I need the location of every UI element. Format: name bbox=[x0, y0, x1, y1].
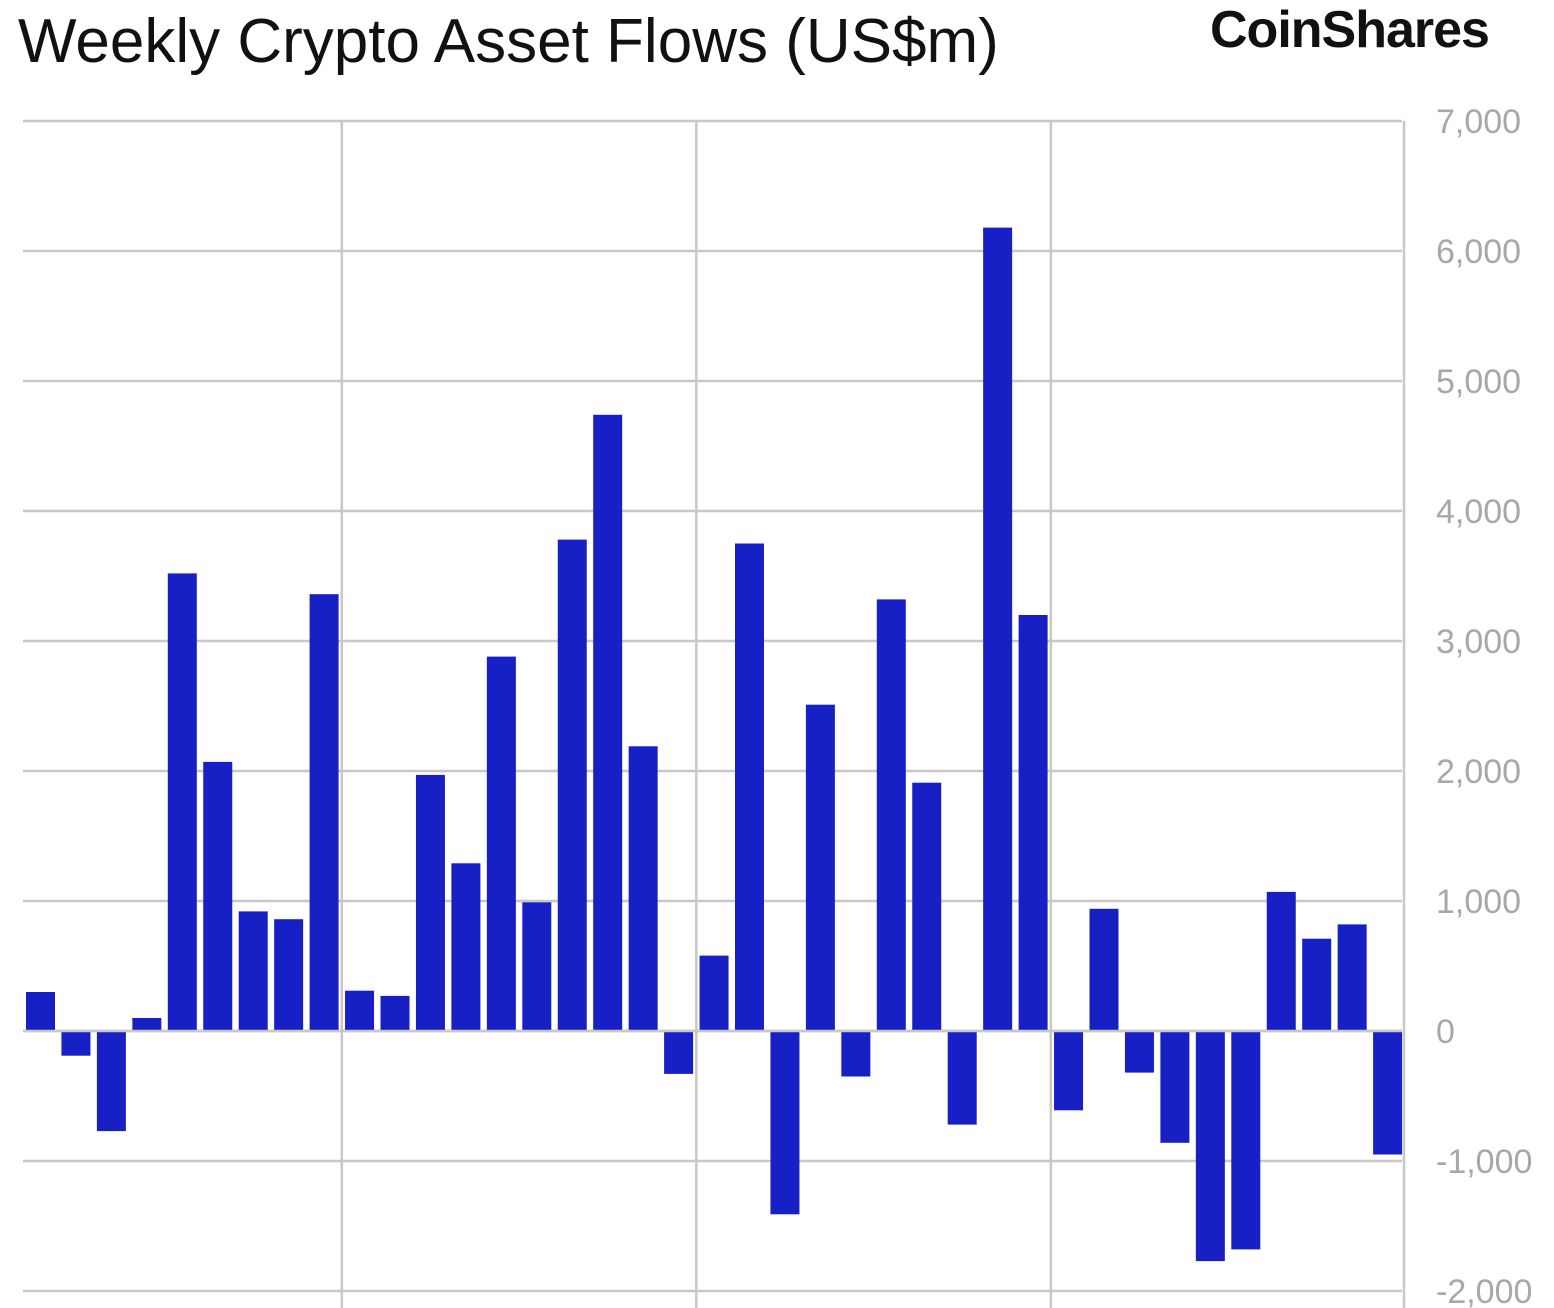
bar-31 bbox=[1089, 908, 1119, 1031]
y-tick-label: 7,000 bbox=[1436, 103, 1521, 141]
bar-15 bbox=[522, 902, 552, 1031]
bar-8 bbox=[274, 919, 304, 1031]
bar-1 bbox=[26, 992, 55, 1031]
y-tick-label: 2,000 bbox=[1436, 753, 1521, 791]
bar-7 bbox=[238, 911, 268, 1031]
bar-27 bbox=[947, 1031, 977, 1125]
bar-19 bbox=[664, 1031, 694, 1074]
y-tick-labels: 7,000 6,000 5,000 4,000 3,000 2,000 1,000 0 -1,0… bbox=[1436, 103, 1532, 1308]
bar-17 bbox=[593, 414, 623, 1031]
chart-title: Weekly Crypto Asset Flows (US$m) bbox=[18, 7, 999, 76]
grid-lines bbox=[23, 119, 1402, 1308]
bar-2 bbox=[61, 1031, 91, 1056]
bar-26 bbox=[912, 782, 942, 1031]
y-tick-label: -1,000 bbox=[1436, 1143, 1532, 1181]
bar-30 bbox=[1054, 1031, 1084, 1111]
bar-12 bbox=[415, 774, 445, 1031]
bar-38 bbox=[1337, 924, 1367, 1031]
bar-18 bbox=[628, 746, 658, 1031]
bar-25 bbox=[876, 599, 906, 1031]
bar-22 bbox=[770, 1031, 800, 1215]
bar-4 bbox=[132, 1018, 162, 1031]
bars bbox=[26, 227, 1403, 1262]
brand-logo: CoinShares bbox=[1210, 1, 1490, 59]
bar-29 bbox=[1018, 615, 1048, 1031]
bar-21 bbox=[735, 543, 764, 1031]
bar-23 bbox=[805, 704, 835, 1031]
bar-14 bbox=[486, 656, 516, 1031]
bar-36 bbox=[1266, 891, 1296, 1031]
bar-3 bbox=[96, 1031, 126, 1132]
y-tick-label: 3,000 bbox=[1436, 623, 1521, 661]
bar-11 bbox=[380, 995, 410, 1031]
bar-32 bbox=[1124, 1031, 1154, 1073]
bar-34 bbox=[1195, 1031, 1225, 1262]
y-tick-label: 1,000 bbox=[1436, 883, 1521, 921]
bar-10 bbox=[345, 990, 375, 1031]
y-tick-label: 5,000 bbox=[1436, 363, 1521, 401]
bar-6 bbox=[203, 761, 233, 1031]
bar-5 bbox=[167, 573, 197, 1031]
bar-9 bbox=[309, 594, 339, 1031]
y-tick-label: 0 bbox=[1436, 1013, 1455, 1051]
bar-33 bbox=[1160, 1031, 1190, 1143]
bar-20 bbox=[699, 955, 729, 1031]
bar-37 bbox=[1302, 938, 1332, 1031]
y-tick-label: -2,000 bbox=[1436, 1273, 1532, 1308]
bar-16 bbox=[557, 539, 587, 1031]
bar-13 bbox=[451, 863, 481, 1031]
axes bbox=[23, 121, 1406, 1308]
y-tick-label: 4,000 bbox=[1436, 493, 1521, 531]
bar-35 bbox=[1231, 1031, 1261, 1250]
y-tick-label: 6,000 bbox=[1436, 233, 1521, 271]
bar-28 bbox=[983, 227, 1013, 1032]
bar-39 bbox=[1373, 1031, 1403, 1155]
bar-24 bbox=[841, 1031, 871, 1077]
